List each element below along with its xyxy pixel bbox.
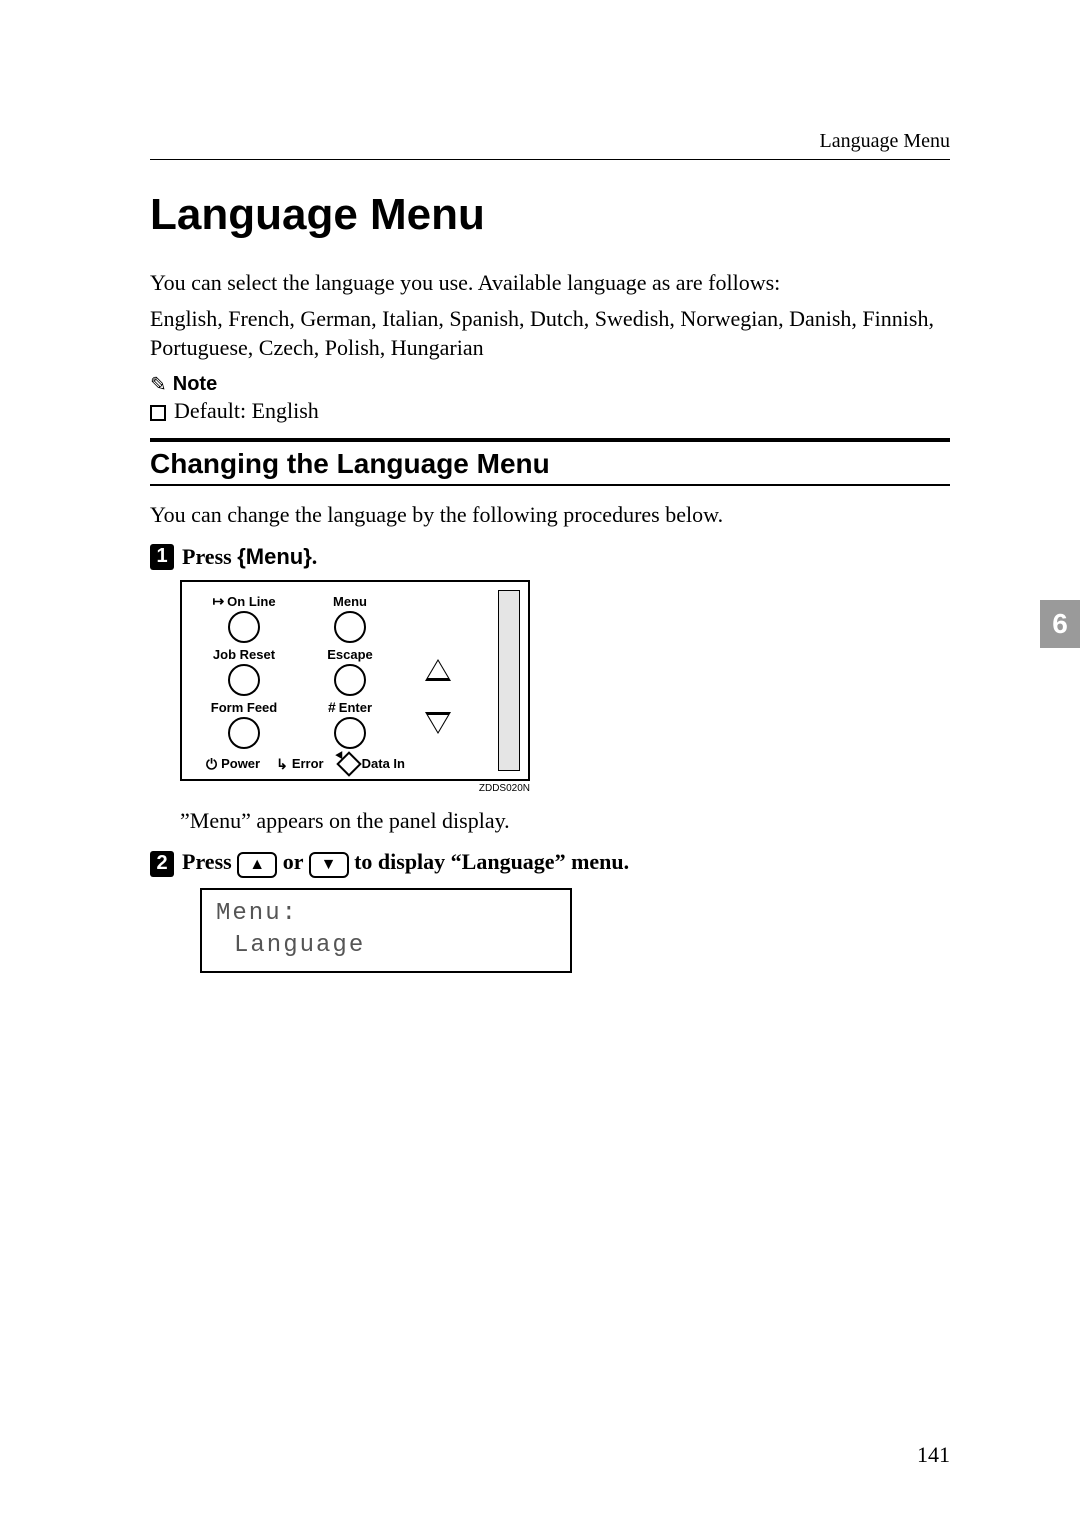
form-feed-label: Form Feed <box>211 700 277 715</box>
lcd-line-1: Menu: <box>216 898 556 929</box>
enter-button-group: #Enter <box>312 700 388 749</box>
step-1: 1 Press {Menu}. <box>150 544 950 570</box>
form-feed-button-group: Form Feed <box>206 700 282 749</box>
intro-paragraph-1: You can select the language you use. Ava… <box>150 268 950 298</box>
online-icon: ↦ <box>212 594 224 608</box>
power-label: Power <box>221 756 260 771</box>
bullet-icon <box>150 405 166 421</box>
online-label: On Line <box>227 594 275 609</box>
diagram-code: ZDDS020N <box>180 783 530 794</box>
power-icon: ⏻ <box>206 757 217 771</box>
menu-button <box>334 611 366 643</box>
page-number: 141 <box>917 1442 950 1468</box>
intro-paragraph-2: English, French, German, Italian, Spanis… <box>150 304 950 363</box>
control-panel-diagram: ↦On Line Menu Job Reset Escape <box>180 580 950 794</box>
down-key-icon: ▼ <box>309 852 349 878</box>
page-title: Language Menu <box>150 190 950 240</box>
data-in-label: Data In <box>362 756 405 771</box>
running-header: Language Menu <box>150 130 950 160</box>
form-feed-button <box>228 717 260 749</box>
job-reset-button-group: Job Reset <box>206 647 282 696</box>
lcd-line-2: Language <box>216 930 556 961</box>
step-2-number: 2 <box>150 851 174 877</box>
lcd-display: Menu: Language <box>200 888 572 972</box>
section-divider-bottom <box>150 484 950 486</box>
note-default-item: Default: English <box>150 398 950 424</box>
note-default-text: Default: English <box>174 398 319 423</box>
step-1-key: Menu <box>246 544 303 569</box>
online-button-group: ↦On Line <box>206 594 282 643</box>
error-icon: ↳ <box>276 757 288 771</box>
up-arrow-button <box>425 659 451 681</box>
section-intro: You can change the language by the follo… <box>150 500 950 530</box>
menu-button-group: Menu <box>312 594 388 643</box>
escape-button-group: Escape <box>312 647 388 696</box>
up-key-icon: ▲ <box>237 852 277 878</box>
escape-button <box>334 664 366 696</box>
job-reset-button <box>228 664 260 696</box>
step-2-mid: or <box>277 849 308 874</box>
section-divider-top <box>150 438 950 442</box>
status-indicator-row: ⏻ Power ↳ Error Data In <box>206 755 522 773</box>
job-reset-label: Job Reset <box>213 647 275 662</box>
step-1-number: 1 <box>150 544 174 570</box>
error-label: Error <box>292 756 324 771</box>
step-2-prefix: Press <box>182 849 237 874</box>
menu-label: Menu <box>333 594 367 609</box>
step-1-suffix: . <box>312 544 318 569</box>
step-2: 2 Press ▲ or ▼ to display “Language” men… <box>150 849 950 878</box>
step-1-prefix: Press <box>182 544 237 569</box>
data-in-icon <box>336 751 361 776</box>
panel-screen-slot <box>498 590 520 771</box>
step-2-suffix: to display “Language” menu. <box>349 849 630 874</box>
step-1-caption: ”Menu” appears on the panel display. <box>180 806 950 836</box>
note-heading: ✎ Note <box>150 373 950 396</box>
enter-label: Enter <box>339 700 372 715</box>
chapter-tab: 6 <box>1040 600 1080 648</box>
note-icon: ✎ <box>150 375 167 395</box>
escape-label: Escape <box>327 647 373 662</box>
enter-hash-icon: # <box>328 700 336 714</box>
enter-button <box>334 717 366 749</box>
online-button <box>228 611 260 643</box>
note-label: Note <box>173 373 217 396</box>
down-arrow-button <box>425 712 451 734</box>
section-heading: Changing the Language Menu <box>150 448 950 480</box>
